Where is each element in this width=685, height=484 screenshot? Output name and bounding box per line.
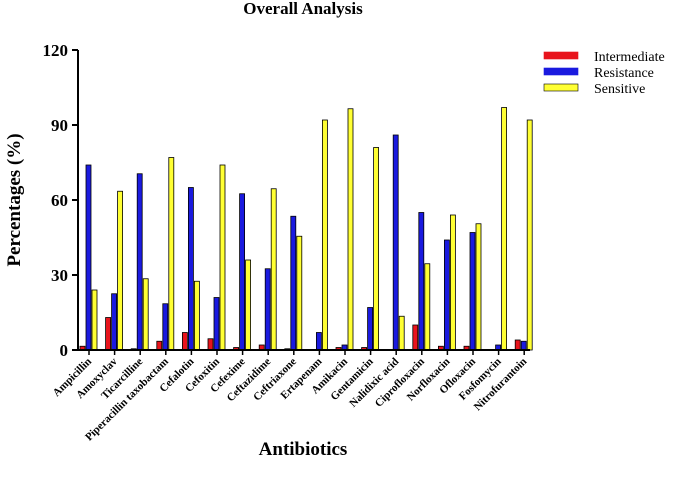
bar-resistance-nalidixic-acid <box>392 134 399 351</box>
bar-resistance-ofloxacin <box>469 232 476 351</box>
chart-title: Overall Analysis <box>243 0 363 18</box>
bar-intermediate-nitrofurantoin <box>514 339 521 351</box>
bar-sensitive-ampicillin <box>91 289 98 351</box>
bar-sensitive-gentamicin <box>373 147 380 351</box>
x-axis-label: Antibiotics <box>259 439 348 460</box>
bar-intermediate-cefoxitin <box>207 338 214 351</box>
bar-resistance-ceftriaxone <box>290 215 297 351</box>
bar-resistance-ceftazidime <box>264 268 271 351</box>
y-axis-label: Percentages (%) <box>4 133 25 266</box>
bar-sensitive-cefalotin <box>193 280 200 351</box>
bar-resistance-ciprofloxacin <box>418 212 425 351</box>
bar-resistance-piperacillin-taxobactam <box>162 303 169 351</box>
y-tick-label: 120 <box>43 41 69 60</box>
bar-intermediate-piperacillin-taxobactam <box>156 340 163 351</box>
bar-resistance-ampicillin <box>85 164 92 351</box>
legend-swatch-sensitive <box>543 83 579 92</box>
bar-sensitive-ticarcilline <box>142 278 149 351</box>
bar-sensitive-nalidixic-acid <box>398 315 405 351</box>
bar-sensitive-nitrofurantoin <box>526 119 533 351</box>
bar-resistance-cefalotin <box>187 187 194 351</box>
bar-resistance-cefoxitin <box>213 297 220 351</box>
bar-sensitive-cefoxitin <box>219 164 226 351</box>
legend-label-resistance: Resistance <box>594 66 654 81</box>
bar-resistance-gentamicin <box>367 307 374 351</box>
bar-intermediate-amoxyclav <box>105 317 111 351</box>
bar-intermediate-cefalotin <box>181 332 188 351</box>
bar-sensitive-amoxyclav <box>117 190 123 351</box>
bar-resistance-ticarcilline <box>136 173 143 351</box>
bars-group <box>79 107 533 351</box>
bar-sensitive-ceftazidime <box>270 188 277 351</box>
legend-label-intermediate: Intermediate <box>594 50 665 65</box>
bar-resistance-nitrofurantoin <box>520 340 527 351</box>
bar-sensitive-cefexime <box>245 259 252 351</box>
y-tick-label: 60 <box>51 191 68 210</box>
x-axis: AmpicillinAmoxyclavTicarcillinePiperacil… <box>51 349 530 443</box>
bar-resistance-cefexime <box>239 193 246 351</box>
bar-sensitive-amikacin <box>347 108 354 351</box>
y-tick-label: 0 <box>60 341 69 360</box>
y-tick-label: 90 <box>51 116 68 135</box>
legend-swatch-resistance <box>543 67 579 76</box>
bar-sensitive-ofloxacin <box>475 223 482 351</box>
bar-sensitive-norfloxacin <box>449 214 456 351</box>
bar-sensitive-piperacillin-taxobactam <box>168 157 175 351</box>
y-tick-label: 30 <box>51 266 68 285</box>
bar-sensitive-ceftriaxone <box>296 235 303 351</box>
bar-sensitive-ertapenam <box>321 119 328 351</box>
bar-resistance-ertapenam <box>315 332 322 351</box>
bar-sensitive-ciprofloxacin <box>424 263 431 351</box>
bar-resistance-norfloxacin <box>443 239 450 351</box>
bar-resistance-amoxyclav <box>111 293 117 351</box>
legend-label-sensitive: Sensitive <box>594 82 645 97</box>
bar-intermediate-ciprofloxacin <box>412 324 419 351</box>
legend-swatch-intermediate <box>543 51 579 60</box>
y-axis: 0 30 60 90 120 <box>43 41 79 360</box>
bar-sensitive-fosfomycin <box>501 107 508 351</box>
